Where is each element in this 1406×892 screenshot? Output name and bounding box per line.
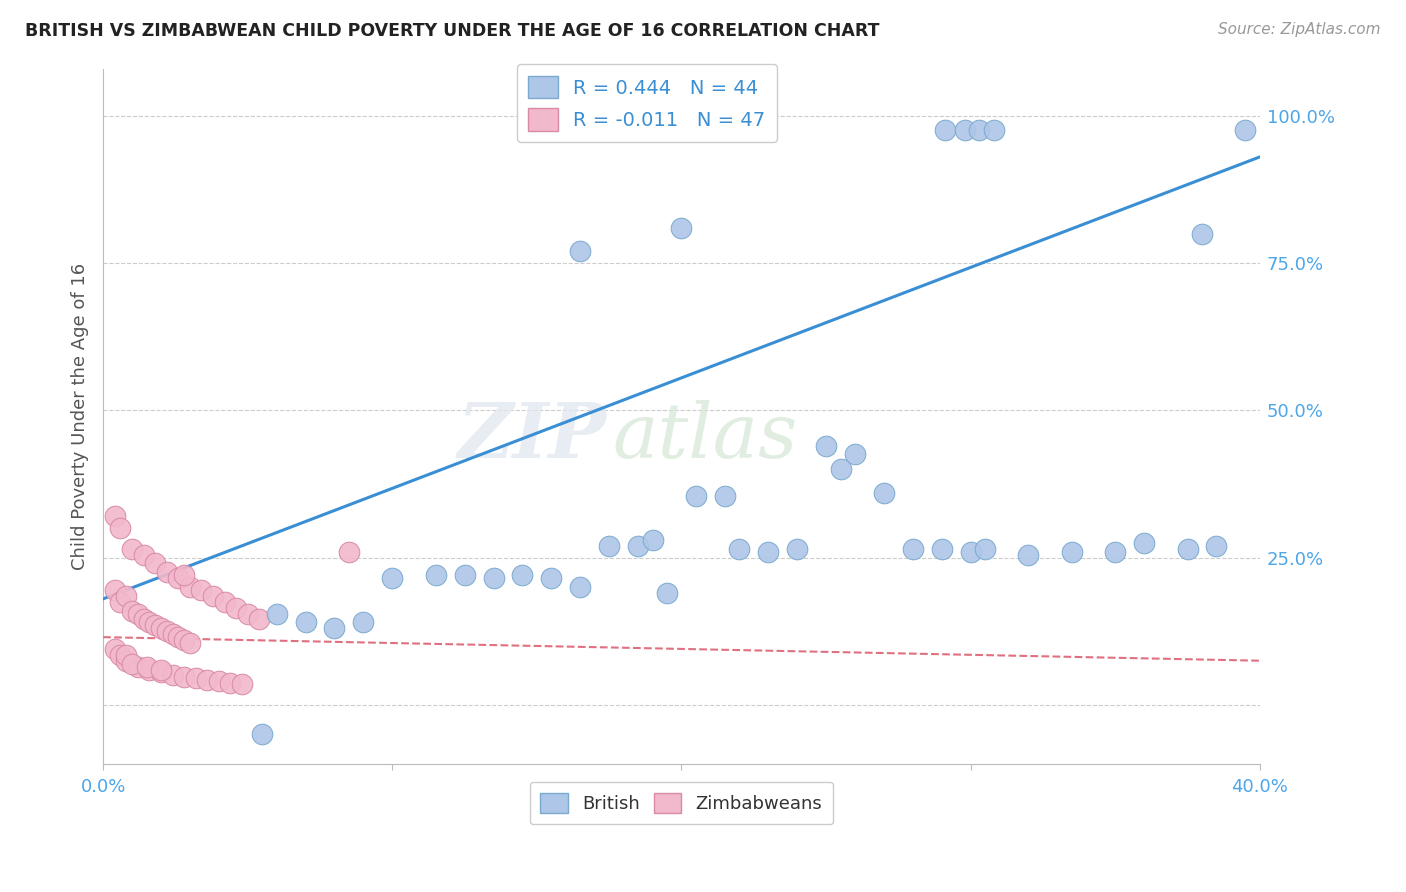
Point <box>1104 544 1126 558</box>
Point <box>959 544 981 558</box>
Point <box>121 657 143 671</box>
Point <box>337 544 360 558</box>
Point <box>104 641 127 656</box>
Point <box>569 580 592 594</box>
Point <box>247 612 270 626</box>
Point <box>815 439 838 453</box>
Point <box>225 600 247 615</box>
Text: ZIP: ZIP <box>457 400 606 474</box>
Point <box>250 727 273 741</box>
Point <box>173 568 195 582</box>
Point <box>830 462 852 476</box>
Point <box>231 677 253 691</box>
Point <box>143 557 166 571</box>
Point <box>627 539 650 553</box>
Point <box>156 624 179 639</box>
Point <box>179 580 201 594</box>
Point <box>121 541 143 556</box>
Point <box>121 604 143 618</box>
Point <box>214 595 236 609</box>
Legend: British, Zimbabweans: British, Zimbabweans <box>530 781 834 824</box>
Point <box>569 244 592 259</box>
Point <box>598 539 620 553</box>
Point <box>195 673 218 687</box>
Point <box>167 630 190 644</box>
Point <box>323 621 346 635</box>
Point <box>934 123 956 137</box>
Point <box>1017 548 1039 562</box>
Point <box>143 618 166 632</box>
Point <box>110 595 132 609</box>
Point <box>953 123 976 137</box>
Point <box>127 607 149 621</box>
Point <box>219 675 242 690</box>
Text: atlas: atlas <box>612 400 797 474</box>
Point <box>641 533 664 547</box>
Point <box>162 627 184 641</box>
Point <box>983 123 1005 137</box>
Point <box>156 566 179 580</box>
Point <box>969 123 991 137</box>
Point <box>135 659 157 673</box>
Point <box>149 665 172 680</box>
Point <box>132 548 155 562</box>
Point <box>202 589 225 603</box>
Point <box>873 485 896 500</box>
Point <box>162 668 184 682</box>
Point <box>931 541 953 556</box>
Point <box>425 568 447 582</box>
Point <box>1191 227 1213 241</box>
Point <box>540 571 562 585</box>
Y-axis label: Child Poverty Under the Age of 16: Child Poverty Under the Age of 16 <box>72 262 89 570</box>
Point <box>901 541 924 556</box>
Point <box>266 607 288 621</box>
Point <box>714 489 737 503</box>
Point <box>104 582 127 597</box>
Point <box>756 544 779 558</box>
Point <box>149 663 172 677</box>
Point <box>173 670 195 684</box>
Point <box>352 615 374 630</box>
Point <box>127 659 149 673</box>
Point <box>1177 541 1199 556</box>
Point <box>138 615 160 630</box>
Point <box>671 220 693 235</box>
Point <box>1205 539 1227 553</box>
Point <box>236 607 259 621</box>
Point <box>184 672 207 686</box>
Point <box>844 447 866 461</box>
Point <box>974 541 997 556</box>
Point <box>482 571 505 585</box>
Point <box>104 509 127 524</box>
Point <box>208 674 231 689</box>
Point <box>1133 536 1156 550</box>
Point <box>115 648 138 662</box>
Point <box>1060 544 1083 558</box>
Point <box>190 582 212 597</box>
Text: BRITISH VS ZIMBABWEAN CHILD POVERTY UNDER THE AGE OF 16 CORRELATION CHART: BRITISH VS ZIMBABWEAN CHILD POVERTY UNDE… <box>25 22 880 40</box>
Point <box>786 541 808 556</box>
Point <box>512 568 534 582</box>
Point <box>1234 123 1257 137</box>
Point <box>453 568 475 582</box>
Point <box>167 571 190 585</box>
Point <box>110 648 132 662</box>
Text: Source: ZipAtlas.com: Source: ZipAtlas.com <box>1218 22 1381 37</box>
Point <box>655 586 678 600</box>
Point <box>294 615 316 630</box>
Point <box>115 654 138 668</box>
Point <box>132 612 155 626</box>
Point <box>110 521 132 535</box>
Point <box>115 589 138 603</box>
Point <box>381 571 404 585</box>
Point <box>149 621 172 635</box>
Point <box>138 663 160 677</box>
Point <box>728 541 751 556</box>
Point <box>179 636 201 650</box>
Point <box>685 489 707 503</box>
Point <box>173 633 195 648</box>
